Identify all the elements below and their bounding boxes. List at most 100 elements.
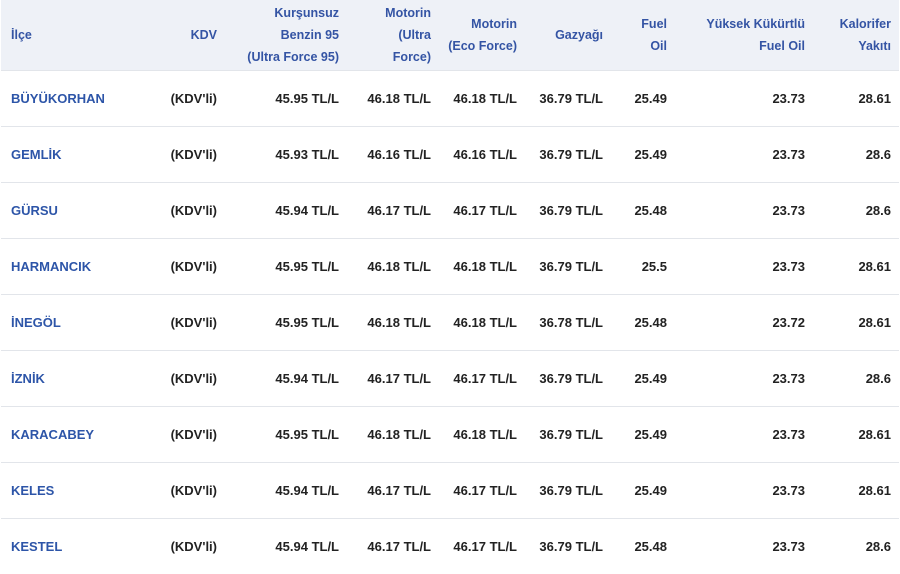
- table-row: İZNİK (KDV'li) 45.94 TL/L 46.17 TL/L 46.17 T…: [1, 350, 899, 406]
- fuel-oil-price-cell: 25.49: [634, 426, 667, 442]
- header-motorin-eco-line: Motorin: [471, 16, 517, 31]
- yuksek-kukurtlu-price-cell: 23.73: [772, 202, 805, 218]
- gazyagi-price-cell: 36.78 TL/L: [539, 314, 603, 330]
- district-link[interactable]: İZNİK: [11, 370, 45, 386]
- kursunsuz-price-cell: 45.94 TL/L: [275, 370, 339, 386]
- kursunsuz-price-cell: 45.95 TL/L: [275, 258, 339, 274]
- motorin-eco-price-cell: 46.18 TL/L: [453, 90, 517, 106]
- kalorifer-price-cell: 28.61: [858, 258, 891, 274]
- motorin-eco-price-cell: 46.18 TL/L: [453, 314, 517, 330]
- header-kursunsuz-benzin-line: (Ultra Force 95): [247, 49, 339, 64]
- header-kdv: KDV: [129, 0, 225, 70]
- header-gazyagi-line: Gazyağı: [555, 27, 603, 42]
- table-body: BÜYÜKORHAN (KDV'li) 45.95 TL/L 46.18 TL/L 46…: [1, 70, 899, 574]
- kursunsuz-price-cell: 45.93 TL/L: [275, 146, 339, 162]
- motorin-eco-price-cell: 46.17 TL/L: [453, 370, 517, 386]
- kdv-cell: (KDV'li): [170, 258, 217, 274]
- yuksek-kukurtlu-price-cell: 23.73: [772, 90, 805, 106]
- fuel-oil-price-cell: 25.49: [634, 370, 667, 386]
- kdv-cell: (KDV'li): [170, 426, 217, 442]
- kursunsuz-price-cell: 45.94 TL/L: [275, 202, 339, 218]
- table-row: BÜYÜKORHAN (KDV'li) 45.95 TL/L 46.18 TL/L 46…: [1, 70, 899, 126]
- header-motorin-eco-line: (Eco Force): [448, 38, 517, 53]
- kursunsuz-price-cell: 45.95 TL/L: [275, 314, 339, 330]
- gazyagi-price-cell: 36.79 TL/L: [539, 538, 603, 554]
- yuksek-kukurtlu-price-cell: 23.73: [772, 538, 805, 554]
- fuel-oil-price-cell: 25.48: [634, 314, 667, 330]
- district-link[interactable]: GÜRSU: [11, 202, 58, 218]
- kdv-cell: (KDV'li): [170, 90, 217, 106]
- header-gazyagi: Gazyağı: [525, 0, 611, 70]
- header-motorin-ultra: Motorin (Ultra Force): [347, 0, 439, 70]
- header-fuel-oil-line: Fuel: [641, 16, 667, 31]
- district-link[interactable]: İNEGÖL: [11, 314, 61, 330]
- kursunsuz-price-cell: 45.95 TL/L: [275, 90, 339, 106]
- header-yuksek-kukurtlu-fuel-oil-line: Fuel Oil: [759, 38, 805, 53]
- header-fuel-oil-line: Oil: [650, 38, 667, 53]
- fuel-oil-price-cell: 25.49: [634, 482, 667, 498]
- motorin-eco-price-cell: 46.18 TL/L: [453, 426, 517, 442]
- yuksek-kukurtlu-price-cell: 23.73: [772, 482, 805, 498]
- kalorifer-price-cell: 28.6: [865, 370, 891, 386]
- yuksek-kukurtlu-price-cell: 23.73: [772, 426, 805, 442]
- kalorifer-price-cell: 28.61: [858, 426, 891, 442]
- district-link[interactable]: GEMLİK: [11, 146, 62, 162]
- motorin-eco-price-cell: 46.17 TL/L: [453, 538, 517, 554]
- kalorifer-price-cell: 28.6: [865, 538, 891, 554]
- table-row: KARACABEY (KDV'li) 45.95 TL/L 46.18 TL/L 46.…: [1, 406, 899, 462]
- header-yuksek-kukurtlu-fuel-oil: Yüksek Kükürtlü Fuel Oil: [675, 0, 813, 70]
- gazyagi-price-cell: 36.79 TL/L: [539, 90, 603, 106]
- kursunsuz-price-cell: 45.94 TL/L: [275, 538, 339, 554]
- header-kursunsuz-benzin-line: Benzin 95: [280, 27, 339, 42]
- kalorifer-price-cell: 28.6: [865, 146, 891, 162]
- table-header: İlçe KDV Kurşunsuz Benzin 95 (Ultra Force 95…: [1, 0, 899, 70]
- gazyagi-price-cell: 36.79 TL/L: [539, 258, 603, 274]
- header-yuksek-kukurtlu-fuel-oil-line: Yüksek Kükürtlü: [706, 16, 805, 31]
- district-link[interactable]: KELES: [11, 482, 55, 498]
- kdv-cell: (KDV'li): [170, 538, 217, 554]
- motorin-eco-price-cell: 46.17 TL/L: [453, 482, 517, 498]
- kdv-cell: (KDV'li): [170, 314, 217, 330]
- kdv-cell: (KDV'li): [170, 482, 217, 498]
- header-kalorifer-yakiti-line: Kalorifer: [839, 16, 891, 31]
- gazyagi-price-cell: 36.79 TL/L: [539, 482, 603, 498]
- motorin-ultra-price-cell: 46.17 TL/L: [367, 538, 431, 554]
- kalorifer-price-cell: 28.61: [858, 482, 891, 498]
- table-row: GÜRSU (KDV'li) 45.94 TL/L 46.17 TL/L 46.17 T…: [1, 182, 899, 238]
- header-ilce-line: İlçe: [11, 27, 32, 42]
- district-link[interactable]: BÜYÜKORHAN: [11, 90, 105, 106]
- kalorifer-price-cell: 28.61: [858, 314, 891, 330]
- header-kursunsuz-benzin: Kurşunsuz Benzin 95 (Ultra Force 95): [225, 0, 347, 70]
- table-row: KELES (KDV'li) 45.94 TL/L 46.17 TL/L 46.17 T…: [1, 462, 899, 518]
- kdv-cell: (KDV'li): [170, 146, 217, 162]
- header-fuel-oil: Fuel Oil: [611, 0, 675, 70]
- header-motorin-ultra-line: Force): [392, 49, 431, 64]
- header-kalorifer-yakiti-line: Yakıtı: [858, 38, 891, 53]
- district-link[interactable]: HARMANCIK: [11, 258, 92, 274]
- yuksek-kukurtlu-price-cell: 23.73: [772, 146, 805, 162]
- table-row: GEMLİK (KDV'li) 45.93 TL/L 46.16 TL/L 46.16 …: [1, 126, 899, 182]
- motorin-ultra-price-cell: 46.18 TL/L: [367, 314, 431, 330]
- kdv-cell: (KDV'li): [170, 202, 217, 218]
- table-row: KESTEL (KDV'li) 45.94 TL/L 46.17 TL/L 46.17 …: [1, 518, 899, 574]
- kursunsuz-price-cell: 45.94 TL/L: [275, 482, 339, 498]
- district-link[interactable]: KESTEL: [11, 538, 63, 554]
- motorin-eco-price-cell: 46.16 TL/L: [453, 146, 517, 162]
- gazyagi-price-cell: 36.79 TL/L: [539, 146, 603, 162]
- motorin-ultra-price-cell: 46.17 TL/L: [367, 202, 431, 218]
- kalorifer-price-cell: 28.61: [858, 90, 891, 106]
- district-link[interactable]: KARACABEY: [11, 426, 95, 442]
- fuel-oil-price-cell: 25.48: [634, 202, 667, 218]
- motorin-ultra-price-cell: 46.18 TL/L: [367, 258, 431, 274]
- yuksek-kukurtlu-price-cell: 23.72: [772, 314, 805, 330]
- gazyagi-price-cell: 36.79 TL/L: [539, 370, 603, 386]
- gazyagi-price-cell: 36.79 TL/L: [539, 202, 603, 218]
- header-motorin-ultra-line: Motorin: [385, 5, 431, 20]
- fuel-oil-price-cell: 25.48: [634, 538, 667, 554]
- table-row: HARMANCIK (KDV'li) 45.95 TL/L 46.18 TL/L 46.…: [1, 238, 899, 294]
- header-row: İlçe KDV Kurşunsuz Benzin 95 (Ultra Force 95…: [1, 0, 899, 70]
- fuel-oil-price-cell: 25.5: [641, 258, 667, 274]
- motorin-ultra-price-cell: 46.17 TL/L: [367, 482, 431, 498]
- kursunsuz-price-cell: 45.95 TL/L: [275, 426, 339, 442]
- yuksek-kukurtlu-price-cell: 23.73: [772, 258, 805, 274]
